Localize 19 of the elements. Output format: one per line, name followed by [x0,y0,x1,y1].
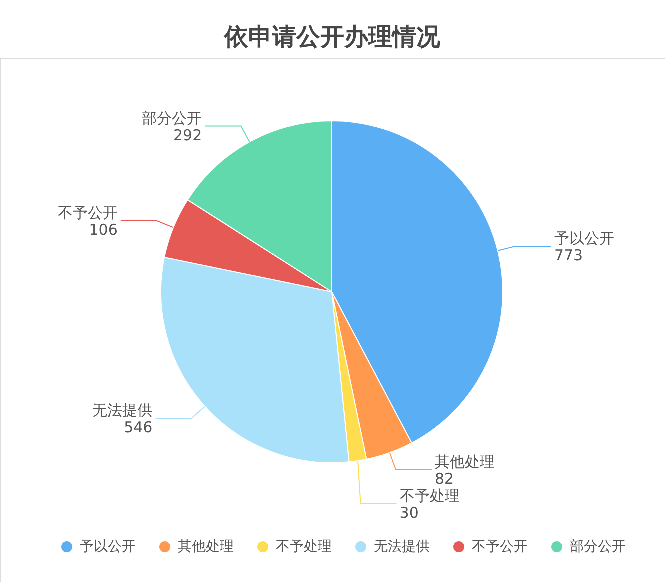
slice-label: 无法提供 [92,402,153,420]
legend-label: 予以公开 [80,539,136,555]
slice-label: 其他处理 [434,452,495,471]
data-label: 106 [89,220,118,239]
slice-label: 不予处理 [400,486,460,505]
data-label: 30 [400,504,419,522]
legend-label: 部分公开 [570,539,626,555]
legend-label: 不予处理 [276,539,332,555]
legend-label: 无法提供 [374,539,430,555]
slice-label: 部分公开 [142,109,202,128]
data-label: 773 [554,246,584,265]
data-label: 546 [124,418,153,437]
data-label: 292 [173,126,202,144]
data-label: 82 [434,470,454,488]
chart-title: 依申请公开办理情况 [224,23,442,51]
slice-label: 予以公开 [554,230,614,248]
slice-label: 不予公开 [58,204,118,222]
legend-label: 其他处理 [178,539,234,555]
legend-label: 不予公开 [472,539,528,555]
